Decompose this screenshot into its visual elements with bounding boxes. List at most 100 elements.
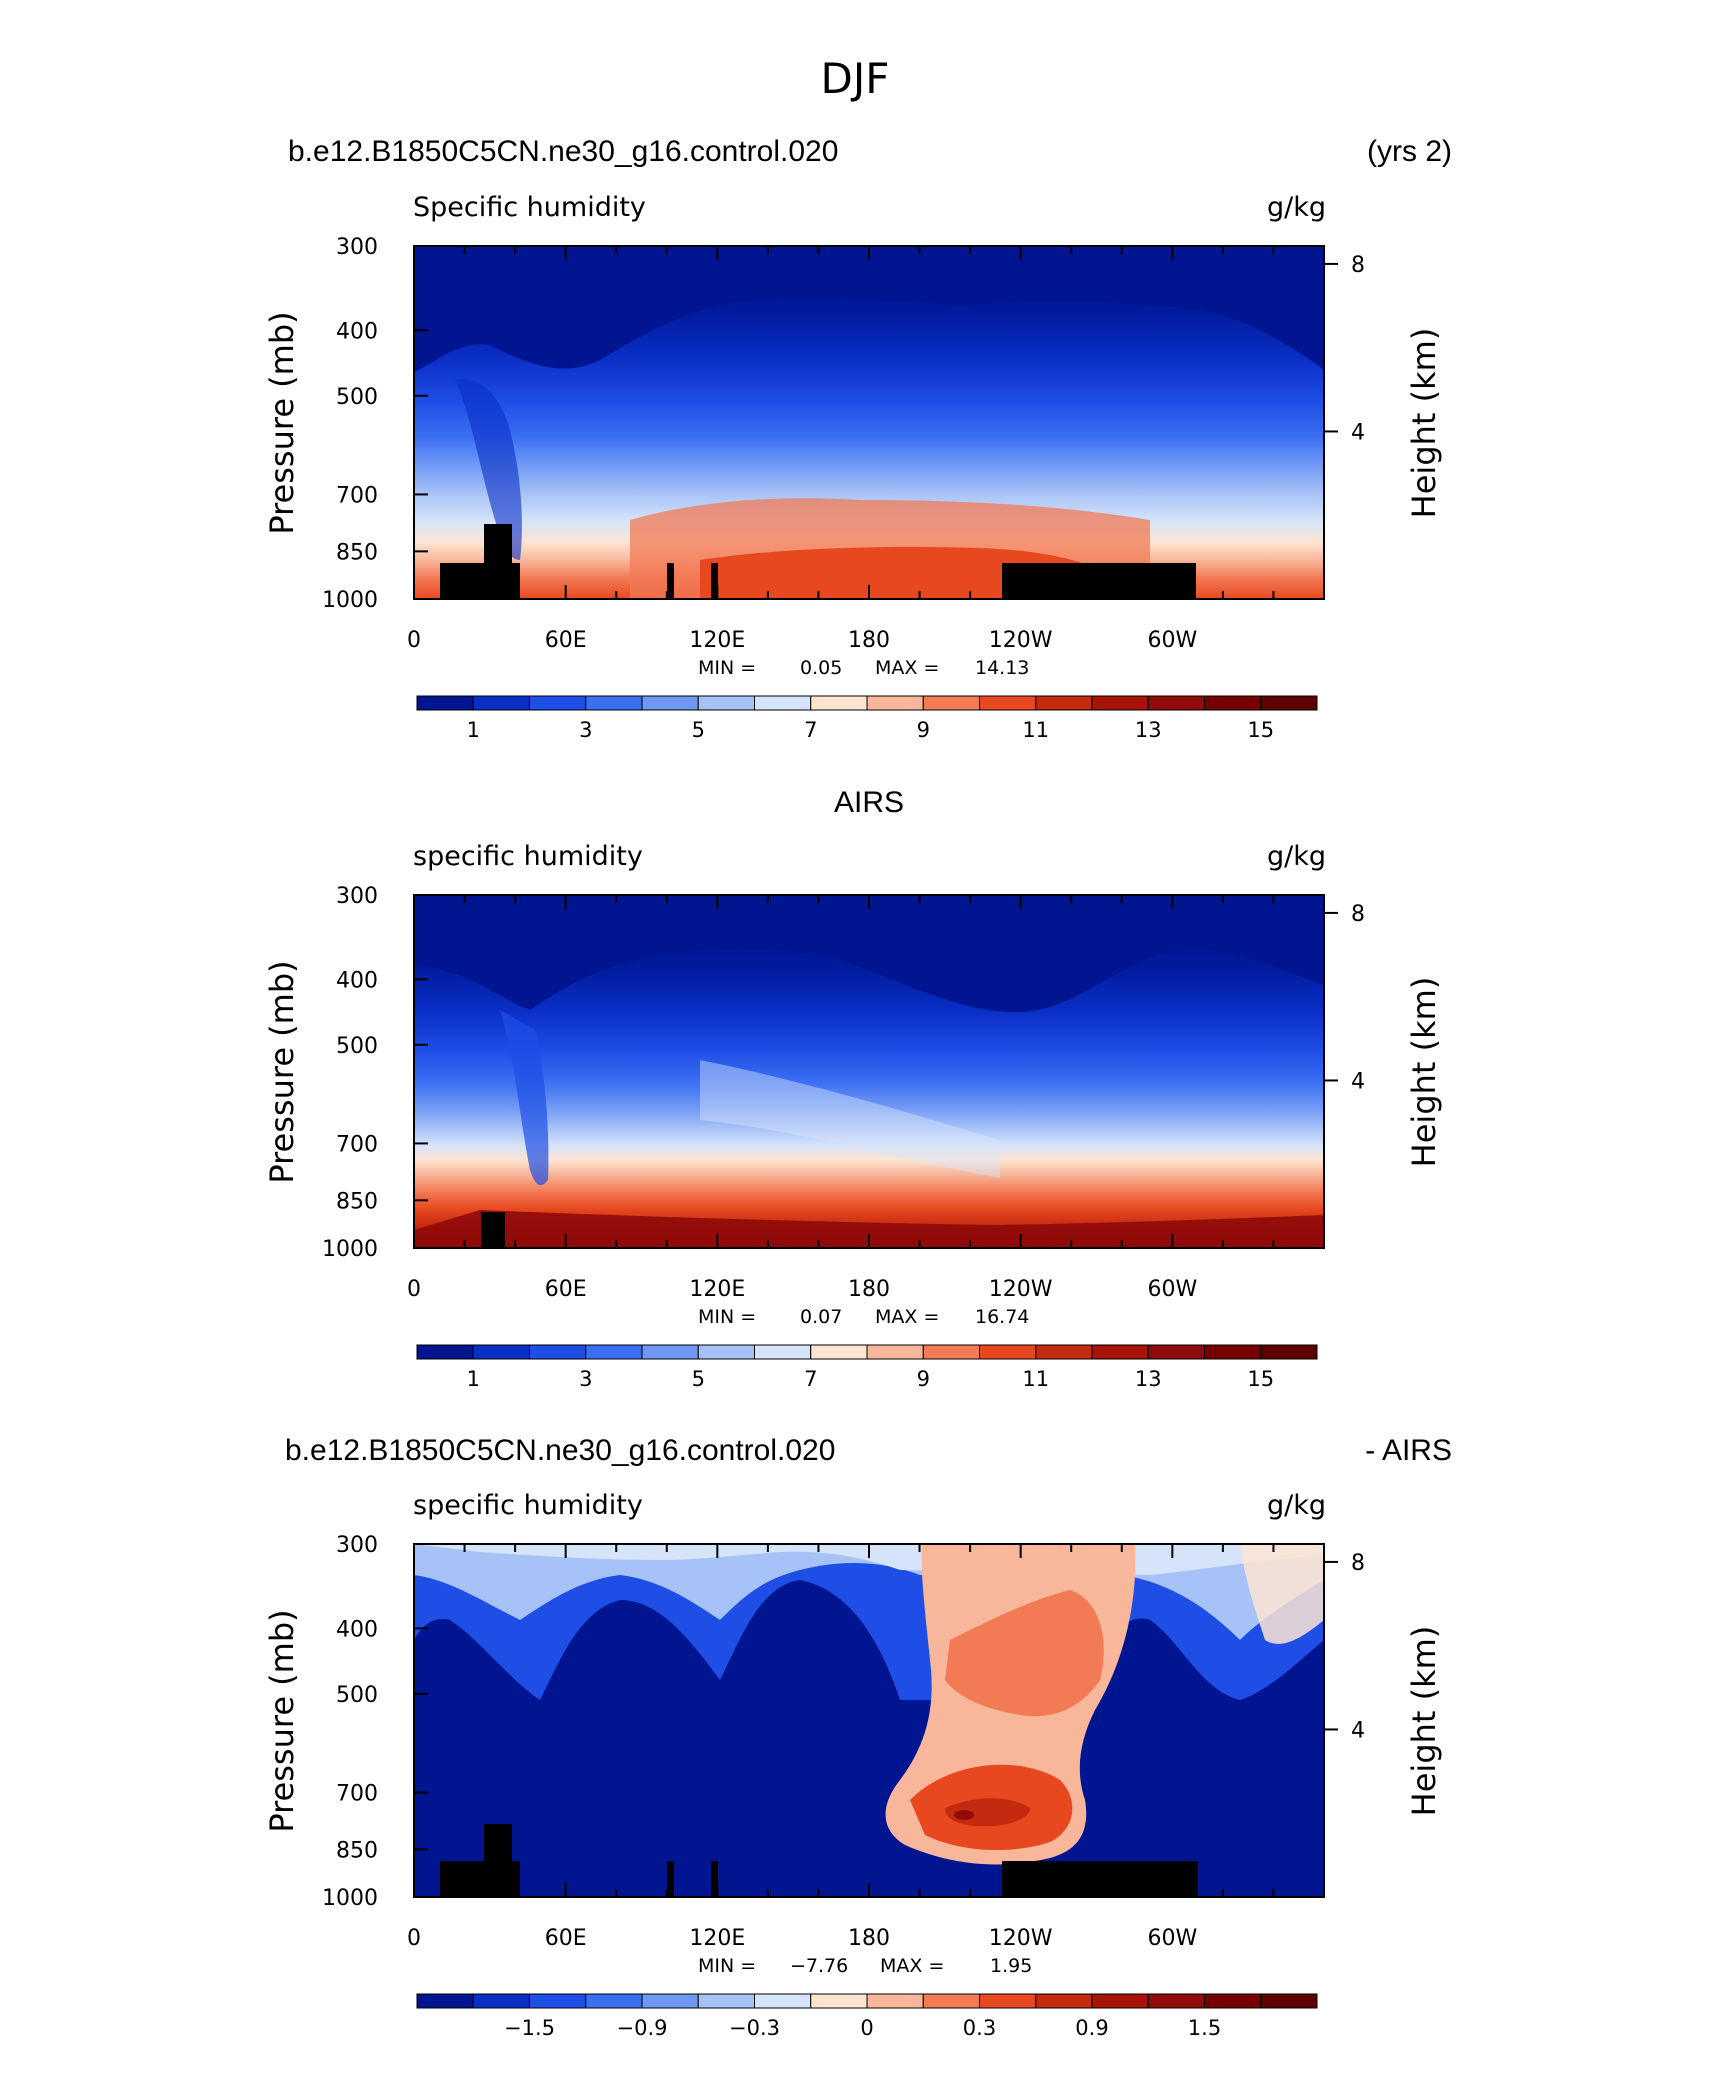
variable-label: specific humidity <box>413 841 643 872</box>
colorbar-swatch <box>1091 1993 1149 2009</box>
panel-model: b.e12.B1850C5CN.ne30_g16.control.020 (yr… <box>263 135 1452 742</box>
colorbar-label: 3 <box>579 718 592 742</box>
colorbar-label: 0.3 <box>963 2016 996 2040</box>
colorbar-label: −1.5 <box>504 2016 555 2040</box>
min-label: MIN = <box>698 657 756 679</box>
lon-tick-label: 120E <box>689 628 745 653</box>
pressure-tick-label: 700 <box>336 1132 378 1157</box>
colorbar-label: 0 <box>860 2016 873 2040</box>
pressure-axis: 300 400 500 700 850 1000 <box>322 1533 428 1911</box>
colorbar-label: 9 <box>917 718 930 742</box>
height-tick-label: 4 <box>1351 1069 1365 1094</box>
stats-readout: MIN = 0.05 MAX = 14.13 <box>698 657 1029 679</box>
colorbar-swatch <box>754 695 812 711</box>
longitude-axis: 0 60E 120E 180 120W 60W <box>407 1544 1325 1951</box>
lon-tick-label: 120W <box>989 1277 1053 1302</box>
colorbar-swatch <box>529 1993 587 2009</box>
colorbar-label: 7 <box>804 1367 817 1391</box>
colorbar-swatch <box>979 695 1037 711</box>
colorbar-swatch <box>416 695 474 711</box>
variable-label: specific humidity <box>413 1490 643 1521</box>
y-axis-label: Pressure (mb) <box>263 311 301 534</box>
colorbar-swatch <box>1091 695 1149 711</box>
min-value: 0.05 <box>800 657 842 679</box>
colorbar-swatch <box>416 1344 474 1360</box>
pressure-axis: 300 400 500 700 850 1000 <box>322 235 428 613</box>
lon-tick-label: 60W <box>1147 628 1197 653</box>
min-label: MIN = <box>698 1306 756 1328</box>
y-axis-label: Pressure (mb) <box>263 960 301 1183</box>
colorbar-swatch <box>922 695 980 711</box>
colorbar-swatch <box>641 1993 699 2009</box>
colorbar-swatch <box>1035 1344 1093 1360</box>
pressure-tick-label: 700 <box>336 483 378 508</box>
min-value: −7.76 <box>790 1955 848 1977</box>
colorbar-swatch <box>585 1993 643 2009</box>
colorbar-label: 11 <box>1022 1367 1049 1391</box>
lon-tick-label: 60E <box>545 1926 587 1951</box>
max-value: 1.95 <box>990 1955 1032 1977</box>
contour-field <box>414 1544 1324 1897</box>
colorbar-swatch <box>810 1344 868 1360</box>
height-tick-label: 4 <box>1351 1718 1365 1743</box>
colorbar-label: 1.5 <box>1188 2016 1221 2040</box>
colorbar-swatch <box>472 1993 530 2009</box>
colorbar-swatch <box>1147 1993 1205 2009</box>
pressure-tick-label: 850 <box>336 1189 378 1214</box>
colorbar-label: 5 <box>692 718 705 742</box>
colorbar-swatch <box>1204 1344 1262 1360</box>
max-label: MAX = <box>875 1306 939 1328</box>
longitude-axis: 0 60E 120E 180 120W 60W <box>407 895 1325 1302</box>
pressure-tick-label: 500 <box>336 385 378 410</box>
colorbar-swatch <box>1035 1993 1093 2009</box>
y2-axis-label: Height (km) <box>1405 328 1443 519</box>
colorbar-swatch <box>641 695 699 711</box>
figure-title: DJF <box>821 54 890 103</box>
height-tick-label: 8 <box>1351 1551 1365 1576</box>
height-axis: 84 <box>1324 253 1365 445</box>
longitude-axis: 0 60E 120E 180 120W 60W <box>407 246 1325 653</box>
units-label: g/kg <box>1267 192 1326 223</box>
panel-observations: AIRS specific humidity g/kg 0 60E 120E 180 1… <box>263 786 1443 1391</box>
units-label: g/kg <box>1267 841 1326 872</box>
pressure-tick-label: 1000 <box>322 588 378 613</box>
colorbar-label: −0.9 <box>617 2016 668 2040</box>
lon-tick-label: 120W <box>989 1926 1053 1951</box>
min-label: MIN = <box>698 1955 756 1977</box>
max-label: MAX = <box>875 657 939 679</box>
colorbar-label: 9 <box>917 1367 930 1391</box>
colorbar-swatch <box>922 1993 980 2009</box>
colorbar-label: 0.9 <box>1075 2016 1108 2040</box>
colorbar-swatch <box>754 1344 812 1360</box>
pressure-tick-label: 700 <box>336 1781 378 1806</box>
colorbar-swatch <box>1260 1993 1318 2009</box>
colorbar-swatch <box>641 1344 699 1360</box>
colorbar-swatch <box>979 1344 1037 1360</box>
lon-tick-label: 120E <box>689 1277 745 1302</box>
pressure-tick-label: 500 <box>336 1034 378 1059</box>
lon-tick-label: 60W <box>1147 1926 1197 1951</box>
colorbar-swatch <box>585 695 643 711</box>
colorbar-swatch <box>697 1344 755 1360</box>
lon-tick-label: 120E <box>689 1926 745 1951</box>
colorbar-swatch <box>1147 1344 1205 1360</box>
colorbar-label: 15 <box>1247 718 1274 742</box>
lon-tick-label: 60E <box>545 1277 587 1302</box>
colorbar-label: 15 <box>1247 1367 1274 1391</box>
colorbar-label: 1 <box>467 1367 480 1391</box>
max-label: MAX = <box>880 1955 944 1977</box>
max-value: 16.74 <box>975 1306 1029 1328</box>
colorbar-label: −0.3 <box>729 2016 780 2040</box>
height-tick-label: 8 <box>1351 253 1365 278</box>
colorbar-swatch <box>866 695 924 711</box>
colorbar-label: 13 <box>1135 1367 1162 1391</box>
colorbar-label: 1 <box>467 718 480 742</box>
pressure-tick-label: 400 <box>336 1617 378 1642</box>
contour-field <box>414 246 1324 599</box>
colorbar-swatch <box>866 1993 924 2009</box>
colorbar-swatch <box>1260 1344 1318 1360</box>
colorbar-swatch <box>585 1344 643 1360</box>
colorbar-swatch <box>1204 695 1262 711</box>
colorbar-swatch <box>1204 1993 1262 2009</box>
